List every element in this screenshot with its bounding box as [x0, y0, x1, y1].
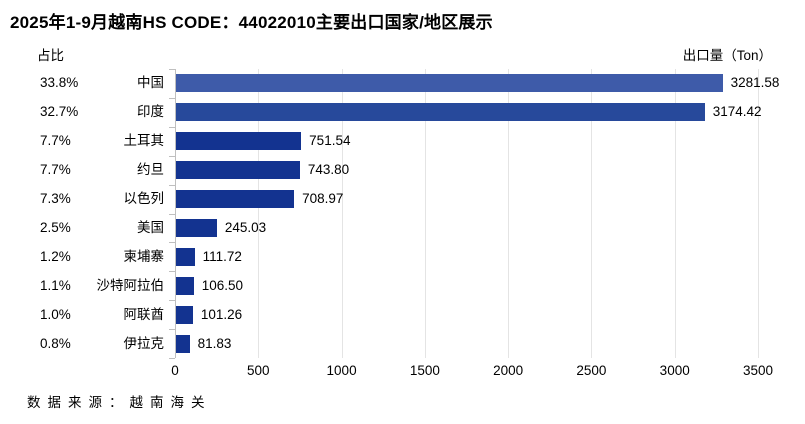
y-axis-tick: [169, 242, 175, 244]
bar: [176, 247, 195, 266]
x-tick-label: 3000: [659, 363, 690, 378]
x-tick-label: 1500: [409, 363, 440, 378]
y-axis-tick: [169, 358, 175, 359]
source-note: 数据来源：越南海关: [27, 395, 212, 410]
y-axis-tick: [169, 155, 175, 157]
category-label: 沙特阿拉伯: [96, 277, 165, 293]
category-label: 美国: [137, 219, 164, 235]
gridline: [341, 69, 343, 358]
value-label: 111.72: [202, 248, 242, 264]
share-label: 7.3%: [40, 191, 71, 207]
bar: [176, 132, 302, 151]
value-label: 3281.58: [730, 75, 780, 91]
x-tick-label: 1000: [326, 363, 357, 378]
bar: [176, 218, 217, 237]
share-label: 1.1%: [40, 277, 71, 293]
gridline: [674, 69, 676, 358]
y-axis-tick: [169, 329, 175, 331]
value-label: 751.54: [309, 133, 351, 149]
category-label: 约旦: [137, 162, 164, 178]
bar: [176, 190, 295, 209]
x-tick-label: 2500: [576, 363, 607, 378]
gridline: [508, 69, 510, 358]
y-axis-tick: [169, 184, 175, 186]
bar: [176, 103, 705, 122]
share-label: 1.0%: [40, 306, 71, 322]
y-axis-tick: [169, 69, 175, 70]
gridline: [258, 69, 260, 358]
category-label: 中国: [137, 75, 164, 91]
bar: [176, 161, 300, 180]
value-label: 101.26: [200, 306, 243, 322]
gridline: [424, 69, 426, 358]
share-label: 7.7%: [40, 162, 71, 178]
value-label: 3174.42: [712, 104, 762, 120]
share-label: 2.5%: [40, 219, 71, 235]
category-label: 印度: [137, 104, 164, 120]
gridline: [758, 69, 759, 358]
value-label: 106.50: [201, 277, 244, 293]
category-label: 土耳其: [123, 133, 165, 149]
share-label: 33.8%: [40, 75, 79, 91]
bar: [176, 276, 194, 295]
x-tick-label: 500: [247, 363, 270, 378]
share-column-header: 占比: [37, 48, 64, 63]
value-label: 743.80: [307, 162, 350, 178]
chart-title: 2025年1-9月越南HS CODE：44022010主要出口国家/地区展示: [10, 13, 493, 32]
share-label: 1.2%: [40, 248, 71, 264]
y-axis-tick: [169, 126, 175, 128]
value-label: 81.83: [197, 335, 232, 351]
value-label: 708.97: [302, 191, 344, 207]
share-label: 0.8%: [40, 335, 71, 351]
share-label: 7.7%: [40, 133, 71, 149]
y-axis-tick: [169, 271, 175, 273]
bar: [176, 334, 190, 353]
category-label: 阿联酋: [123, 306, 165, 322]
x-tick-label: 0: [171, 363, 179, 378]
gridline: [591, 69, 593, 358]
x-tick-label: 2000: [493, 363, 524, 378]
unit-axis-label: 出口量（Ton）: [682, 48, 772, 63]
y-axis-tick: [169, 97, 175, 99]
y-axis-tick: [169, 213, 175, 215]
category-label: 柬埔寨: [123, 248, 165, 264]
value-label: 245.03: [224, 219, 267, 235]
bar: [176, 74, 723, 93]
share-label: 32.7%: [40, 104, 79, 120]
y-axis-line: [175, 69, 176, 358]
category-label: 伊拉克: [123, 335, 165, 351]
y-axis-tick: [169, 300, 175, 302]
category-label: 以色列: [123, 191, 165, 207]
x-tick-label: 3500: [742, 363, 774, 378]
bar: [176, 305, 193, 324]
